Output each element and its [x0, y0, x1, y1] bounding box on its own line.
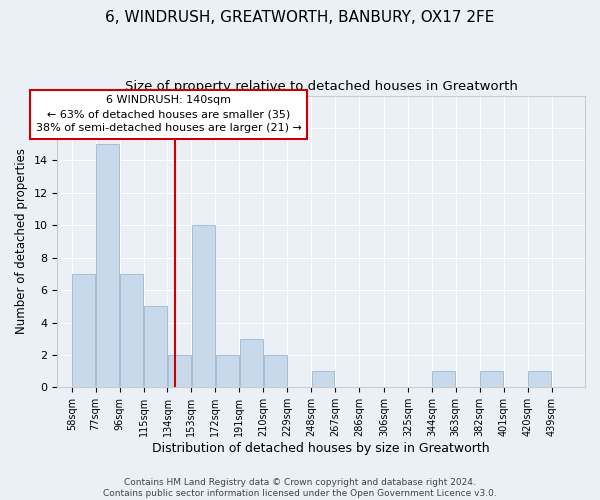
Text: Contains HM Land Registry data © Crown copyright and database right 2024.
Contai: Contains HM Land Registry data © Crown c… [103, 478, 497, 498]
Bar [311, 371, 334, 388]
X-axis label: Distribution of detached houses by size in Greatworth: Distribution of detached houses by size … [152, 442, 490, 455]
Bar [216, 355, 239, 388]
Bar [72, 274, 95, 388]
Bar [528, 371, 551, 388]
Title: Size of property relative to detached houses in Greatworth: Size of property relative to detached ho… [125, 80, 518, 93]
Bar [120, 274, 143, 388]
Bar [96, 144, 119, 388]
Text: 6, WINDRUSH, GREATWORTH, BANBURY, OX17 2FE: 6, WINDRUSH, GREATWORTH, BANBURY, OX17 2… [106, 10, 494, 25]
Text: 6 WINDRUSH: 140sqm
← 63% of detached houses are smaller (35)
38% of semi-detache: 6 WINDRUSH: 140sqm ← 63% of detached hou… [36, 95, 302, 133]
Bar [144, 306, 167, 388]
Y-axis label: Number of detached properties: Number of detached properties [15, 148, 28, 334]
Bar [433, 371, 455, 388]
Bar [263, 355, 287, 388]
Bar [192, 225, 215, 388]
Bar [480, 371, 503, 388]
Bar [240, 338, 263, 388]
Bar [168, 355, 191, 388]
